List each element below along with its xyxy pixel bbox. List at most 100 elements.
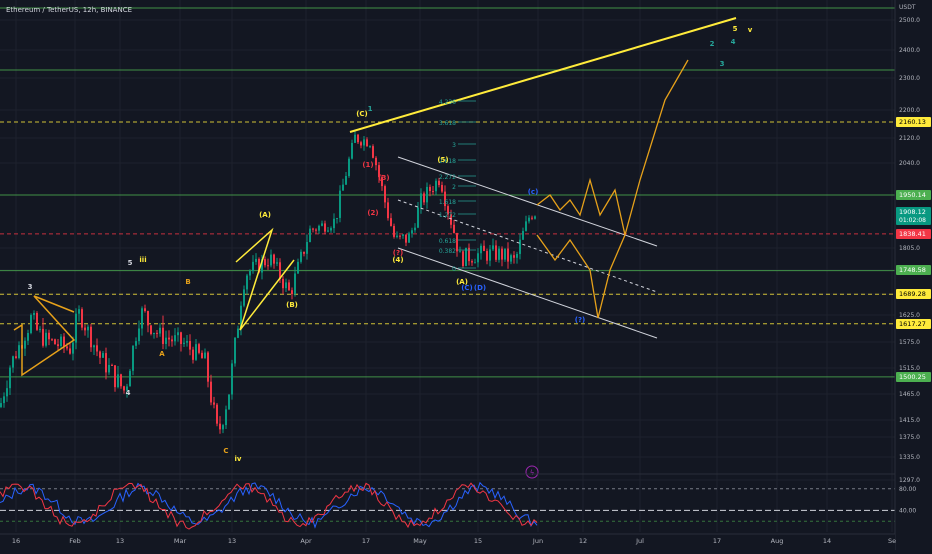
candle-body <box>45 332 47 346</box>
candle-body <box>324 223 326 232</box>
fib-label: 1.618 <box>439 199 456 206</box>
candle-body <box>234 337 236 364</box>
fib-label: 2.272 <box>439 174 456 181</box>
channel-line <box>397 156 658 247</box>
time-tick: Se <box>888 537 896 545</box>
candle-body <box>30 314 32 333</box>
candle-body <box>222 425 224 430</box>
candle-body <box>213 402 215 405</box>
wave-label: (C) <box>356 110 368 118</box>
candle-body <box>204 352 206 359</box>
candle-body <box>408 233 410 243</box>
price-tick: 1515.0 <box>899 365 920 372</box>
candle-body <box>84 327 86 331</box>
candle-body <box>24 340 26 349</box>
candle-body <box>57 344 59 347</box>
candle-body <box>459 251 461 253</box>
candle-body <box>390 218 392 226</box>
candle-body <box>93 345 95 348</box>
candle-body <box>216 404 218 424</box>
wave-label: C <box>223 447 228 455</box>
wave-label: 4 <box>731 38 736 46</box>
price-tag-countdown: 01:02:08 <box>899 217 926 224</box>
candle-body <box>435 180 437 192</box>
price-tag-label: 1950.14 <box>899 191 926 199</box>
candle-body <box>252 261 254 271</box>
candle-body <box>96 345 98 352</box>
wave-label: 1 <box>368 105 373 113</box>
wave-label: 5 <box>128 259 133 267</box>
candle-body <box>372 146 374 158</box>
price-tag <box>896 207 931 225</box>
candle-body <box>348 158 350 176</box>
candle-body <box>60 336 62 347</box>
price-tick: 1575.0 <box>899 339 920 346</box>
pattern-wedge <box>235 227 295 331</box>
candle-body <box>288 282 290 291</box>
time-tick: Feb <box>69 537 81 545</box>
candle-body <box>69 348 71 354</box>
candle-body <box>243 289 245 306</box>
candle-body <box>183 342 185 344</box>
candle-body <box>465 247 467 267</box>
candle-body <box>231 363 233 395</box>
candle-body <box>15 356 17 358</box>
candle-body <box>264 259 266 266</box>
fib-label: 0 <box>452 266 456 273</box>
candle-body <box>147 311 149 326</box>
candle-body <box>387 202 389 219</box>
candle-body <box>471 261 473 263</box>
candle-body <box>240 305 242 329</box>
price-tick: 1297.0 <box>899 477 920 484</box>
wave-label: 3 <box>720 60 725 68</box>
osc-fast <box>0 482 538 530</box>
price-axis-currency: USDT <box>899 4 916 11</box>
candle-body <box>270 254 272 266</box>
candle-body <box>393 225 395 237</box>
candle-body <box>495 245 497 260</box>
wave-label: iv <box>235 455 242 463</box>
candle-body <box>276 262 278 264</box>
wave-label: 2 <box>710 40 715 48</box>
time-tick: Aug <box>771 537 784 545</box>
candle-body <box>285 282 287 289</box>
candle-body <box>297 261 299 274</box>
candle-body <box>429 186 431 192</box>
candle-body <box>453 224 455 233</box>
time-tick: 12 <box>579 537 587 545</box>
candle-body <box>117 374 119 388</box>
candle-body <box>129 370 131 387</box>
candle-body <box>411 230 413 234</box>
wave-label: 4 <box>126 389 131 397</box>
fib-label: 0.382 <box>439 248 456 255</box>
candle-body <box>123 386 125 391</box>
candle-body <box>138 328 140 342</box>
candle-body <box>132 345 134 371</box>
candle-body <box>300 251 302 262</box>
candle-body <box>447 206 449 215</box>
candle-body <box>198 344 200 353</box>
price-tag-label: 1838.41 <box>899 230 926 238</box>
candle-body <box>51 339 53 341</box>
candle-body <box>309 228 311 243</box>
wave-label: (5) <box>437 156 448 164</box>
candle-body <box>405 234 407 243</box>
candle-body <box>81 309 83 328</box>
candle-body <box>165 337 167 344</box>
candle-body <box>27 332 29 341</box>
candle-body <box>354 134 356 143</box>
candle-body <box>378 165 380 178</box>
osc-tick: 80.00 <box>899 486 916 493</box>
price-tick: 2200.0 <box>899 107 920 114</box>
event-icon-glyph: ϟ <box>530 469 535 477</box>
candle-body <box>489 249 491 261</box>
candle-body <box>246 275 248 290</box>
candle-body <box>237 328 239 338</box>
candle-body <box>294 273 296 295</box>
price-tick: 2500.0 <box>899 17 920 24</box>
candle-body <box>102 353 104 358</box>
candle-body <box>369 146 371 148</box>
candle-body <box>36 313 38 330</box>
